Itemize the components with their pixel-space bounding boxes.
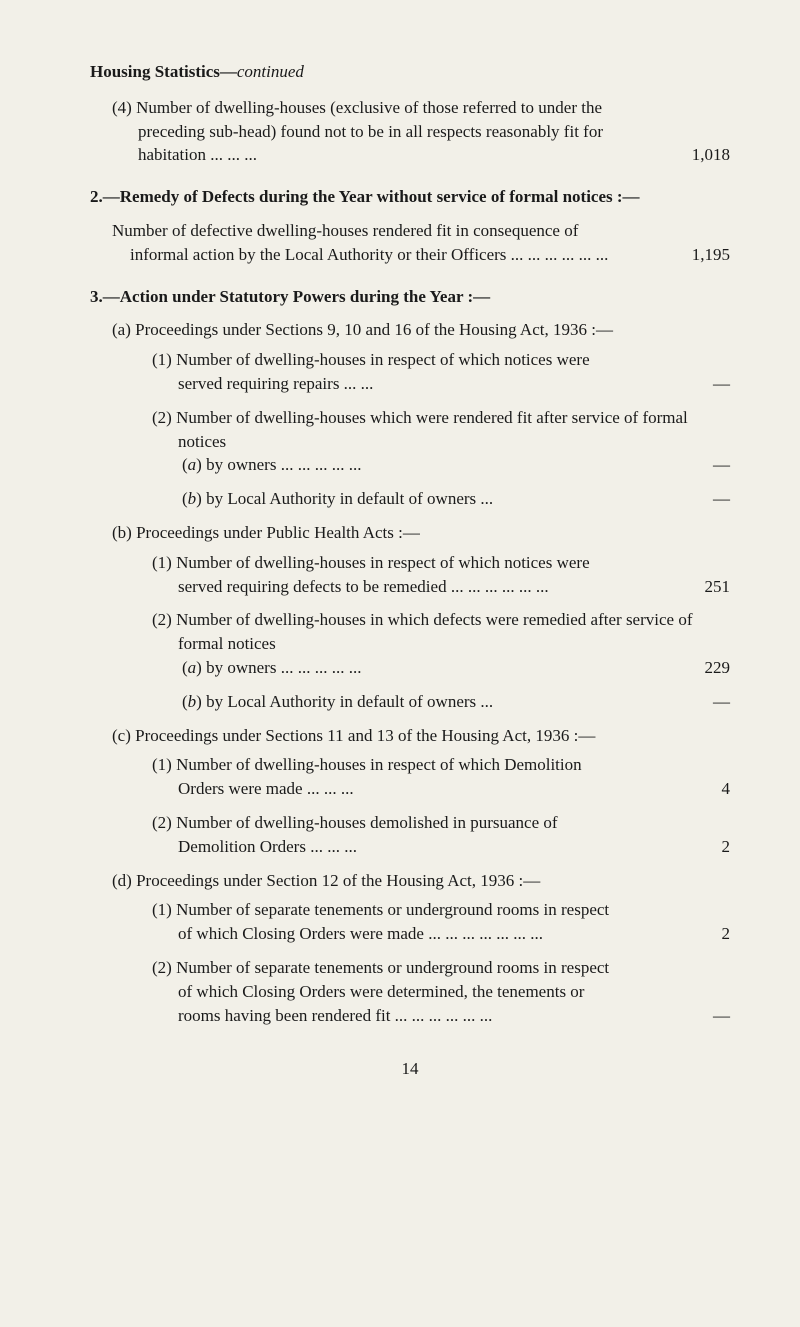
section-2-row: Number of defective dwelling-houses rend…: [90, 219, 730, 267]
section-3c-2-value: 2: [650, 835, 730, 859]
section-2-text: Number of defective dwelling-houses rend…: [90, 219, 650, 267]
title-italic: continued: [237, 62, 304, 81]
section-3d-2-body: Number of separate tenements or undergro…: [176, 958, 609, 1025]
section-3b-2b-body: by Local Authority in default of owners …: [206, 692, 493, 711]
page-title: Housing Statistics—continued: [90, 60, 730, 84]
section-3d-label: (d): [112, 871, 132, 890]
section-2-heading: 2.—Remedy of Defects during the Year wit…: [90, 185, 730, 209]
section-3b-2a-row: (a) by owners ... ... ... ... ... 229: [90, 656, 730, 680]
section-3a-2a-label-a: a: [188, 455, 197, 474]
section-3b-1-text: (1) Number of dwelling-houses in respect…: [90, 551, 650, 599]
item-4-value: 1,018: [650, 143, 730, 167]
section-3a-2a-value: —: [650, 453, 730, 477]
section-3a-2b-text: (b) by Local Authority in default of own…: [90, 487, 650, 511]
section-3a-1-text: (1) Number of dwelling-houses in respect…: [90, 348, 650, 396]
section-3a-2b-label-b: b: [188, 489, 197, 508]
section-3b-text: Proceedings under Public Health Acts :—: [136, 523, 420, 542]
section-3a-2a-row: (a) by owners ... ... ... ... ... —: [90, 453, 730, 477]
section-3c-2-row: (2) Number of dwelling-houses demolished…: [90, 811, 730, 859]
section-3a-2b-row: (b) by Local Authority in default of own…: [90, 487, 730, 511]
item-4-body: Number of dwelling-houses (exclusive of …: [136, 98, 603, 165]
section-3d-text: Proceedings under Section 12 of the Hous…: [136, 871, 540, 890]
item-4-row: (4) Number of dwelling-houses (exclusive…: [90, 96, 730, 167]
section-3c-2-label: (2): [152, 813, 172, 832]
section-3a-heading: (a) Proceedings under Sections 9, 10 and…: [90, 318, 730, 342]
section-3b-2b-value: —: [650, 690, 730, 714]
section-3b-1-row: (1) Number of dwelling-houses in respect…: [90, 551, 730, 599]
section-3a-1-row: (1) Number of dwelling-houses in respect…: [90, 348, 730, 396]
section-3d-1-text: (1) Number of separate tenements or unde…: [90, 898, 650, 946]
section-3c-1-body: Number of dwelling-houses in respect of …: [176, 755, 582, 798]
section-3c-text: Proceedings under Sections 11 and 13 of …: [135, 726, 595, 745]
section-3c-2-text: (2) Number of dwelling-houses demolished…: [90, 811, 650, 859]
section-3c-heading: (c) Proceedings under Sections 11 and 13…: [90, 724, 730, 748]
section-3d-2-row: (2) Number of separate tenements or unde…: [90, 956, 730, 1027]
section-3d-1-label: (1): [152, 900, 172, 919]
section-3a-1-body: Number of dwelling-houses in respect of …: [176, 350, 590, 393]
section-3d-1-row: (1) Number of separate tenements or unde…: [90, 898, 730, 946]
section-3b-2-heading: (2) Number of dwelling-houses in which d…: [90, 608, 730, 656]
section-3a-2b-body: by Local Authority in default of owners …: [206, 489, 493, 508]
section-3b-2b-row: (b) by Local Authority in default of own…: [90, 690, 730, 714]
section-3a-2b-value: —: [650, 487, 730, 511]
section-3-heading: 3.—Action under Statutory Powers during …: [90, 285, 730, 309]
section-3d-1-body: Number of separate tenements or undergro…: [176, 900, 609, 943]
page-number: 14: [90, 1057, 730, 1081]
section-3c-2-body: Number of dwelling-houses demolished in …: [176, 813, 557, 856]
section-3c-label: (c): [112, 726, 131, 745]
section-3d-2-text: (2) Number of separate tenements or unde…: [90, 956, 650, 1027]
section-3d-1-value: 2: [650, 922, 730, 946]
section-3a-label: (a): [112, 320, 131, 339]
section-3a-1-label: (1): [152, 350, 172, 369]
section-3a-2-heading: (2) Number of dwelling-houses which were…: [90, 406, 730, 454]
section-3b-2a-label-a: a: [188, 658, 197, 677]
section-3b-2b-label-b: b: [188, 692, 197, 711]
section-2-value: 1,195: [650, 243, 730, 267]
section-3a-2-label: (2): [152, 408, 172, 427]
section-3b-1-label: (1): [152, 553, 172, 572]
section-3a-text: Proceedings under Sections 9, 10 and 16 …: [135, 320, 613, 339]
section-3c-1-label: (1): [152, 755, 172, 774]
title-main: Housing Statistics—: [90, 62, 237, 81]
section-3b-2b-text: (b) by Local Authority in default of own…: [90, 690, 650, 714]
section-3a-1-value: —: [650, 372, 730, 396]
section-3b-label: (b): [112, 523, 132, 542]
section-3b-2a-text: (a) by owners ... ... ... ... ...: [90, 656, 650, 680]
section-3b-1-value: 251: [650, 575, 730, 599]
section-3c-1-text: (1) Number of dwelling-houses in respect…: [90, 753, 650, 801]
item-4-label: (4): [112, 98, 132, 117]
section-3b-heading: (b) Proceedings under Public Health Acts…: [90, 521, 730, 545]
section-3b-1-body: Number of dwelling-houses in respect of …: [176, 553, 590, 596]
section-3a-2a-text: (a) by owners ... ... ... ... ...: [90, 453, 650, 477]
section-3d-2-value: —: [650, 1004, 730, 1028]
section-3b-2-label: (2): [152, 610, 172, 629]
section-3b-2a-body: by owners ... ... ... ... ...: [206, 658, 361, 677]
section-3c-1-row: (1) Number of dwelling-houses in respect…: [90, 753, 730, 801]
section-3d-2-label: (2): [152, 958, 172, 977]
section-3a-2-text: Number of dwelling-houses which were ren…: [176, 408, 688, 451]
item-4-text: (4) Number of dwelling-houses (exclusive…: [90, 96, 650, 167]
section-3d-heading: (d) Proceedings under Section 12 of the …: [90, 869, 730, 893]
section-3b-2-text: Number of dwelling-houses in which defec…: [176, 610, 692, 653]
section-3b-2a-value: 229: [650, 656, 730, 680]
section-3a-2a-body: by owners ... ... ... ... ...: [206, 455, 361, 474]
section-3c-1-value: 4: [650, 777, 730, 801]
